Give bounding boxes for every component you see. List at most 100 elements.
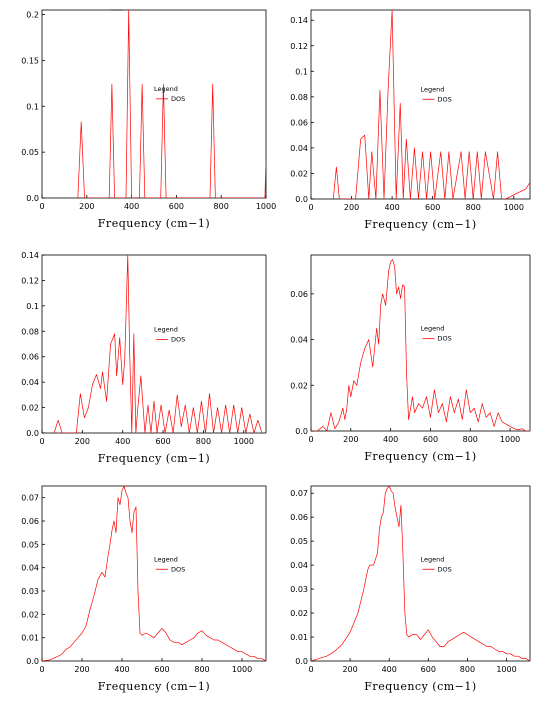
series-line-dos <box>77 9 266 198</box>
y-tick-label: 0.0 <box>295 657 308 666</box>
series-line-dos <box>42 485 266 661</box>
x-tick-label: 600 <box>421 665 436 674</box>
x-axis-label: Frequency (cm−1) <box>98 680 210 693</box>
y-tick-label: 0.06 <box>290 513 308 522</box>
plot-frame <box>310 485 531 662</box>
x-axis-label: Frequency (cm−1) <box>364 218 476 231</box>
legend-entry: DOS <box>171 565 185 573</box>
x-tick-label: 1000 <box>500 435 520 444</box>
y-tick-label: 0.05 <box>290 537 308 546</box>
y-tick-label: 0.05 <box>21 540 39 549</box>
legend: Legend DOS <box>154 555 185 573</box>
y-tick-label: 0.06 <box>21 353 39 362</box>
y-tick-label: 0.0 <box>26 657 39 666</box>
plot-frame <box>41 485 267 662</box>
legend: Legend DOS <box>154 326 185 344</box>
chart-panel-top-left: 0 200 400 600 800 1000 0.0 0.05 0.1 0.15 0.2 Freque… <box>21 9 276 230</box>
y-tick-label: 0.0 <box>295 427 308 436</box>
legend-title: Legend <box>154 555 178 563</box>
legend: Legend DOS <box>154 85 185 103</box>
x-tick-label: 0 <box>308 665 313 674</box>
y-tick-label: 0.04 <box>290 144 308 153</box>
y-tick-label: 0.15 <box>21 56 39 65</box>
legend-entry: DOS <box>171 336 185 344</box>
y-tick-label: 0.04 <box>290 561 308 570</box>
y-tick-label: 0.04 <box>21 378 39 387</box>
y-tick-label: 0.12 <box>290 42 308 51</box>
x-tick-label: 400 <box>114 665 129 674</box>
x-tick-label: 200 <box>344 203 359 212</box>
x-tick-label: 400 <box>384 203 399 212</box>
x-tick-label: 600 <box>155 437 170 446</box>
x-tick-label: 600 <box>169 202 184 211</box>
x-tick-label: 600 <box>423 435 438 444</box>
x-tick-label: 400 <box>382 665 397 674</box>
chart-panel-bottom-right: 0 200 400 600 800 1000 0.0 0.01 0.02 0.03 0.04 0.05… <box>290 485 531 693</box>
x-tick-label: 200 <box>79 202 94 211</box>
y-tick-label: 0.1 <box>295 67 308 76</box>
y-tick-label: 0.0 <box>295 195 308 204</box>
y-tick-label: 0.12 <box>21 276 39 285</box>
y-tick-label: 0.02 <box>290 169 308 178</box>
y-tick-label: 0.01 <box>290 633 308 642</box>
y-tick-label: 0.01 <box>21 634 39 643</box>
x-tick-label: 0 <box>39 437 44 446</box>
y-tick-label: 0.05 <box>21 148 39 157</box>
y-tick-label: 0.07 <box>290 489 308 498</box>
x-axis-label: Frequency (cm−1) <box>98 452 210 465</box>
chart-panel-bottom-left: 0 200 400 600 800 1000 0.0 0.01 0.02 0.03 0.04 0.05… <box>21 485 267 693</box>
legend-entry: DOS <box>438 95 452 103</box>
plot-frame <box>41 254 267 434</box>
chart-panel-top-right: 0 200 400 600 800 1000 0.0 0.02 0.04 0.06 0.08 0.1 0… <box>290 9 531 231</box>
x-tick-label: 400 <box>124 202 139 211</box>
y-tick-label: 0.14 <box>21 251 39 260</box>
series-line-dos <box>311 485 530 661</box>
y-tick-label: 0.03 <box>290 585 308 594</box>
x-tick-label: 800 <box>194 665 209 674</box>
chart-panel-middle-right: 0 200 400 600 800 1000 0.0 0.02 0.04 0.06 Frequenc… <box>290 254 531 463</box>
legend-title: Legend <box>421 325 445 333</box>
y-tick-label: 0.0 <box>26 194 39 203</box>
y-tick-label: 0.1 <box>26 302 39 311</box>
x-tick-label: 1000 <box>496 665 516 674</box>
x-tick-label: 1000 <box>504 203 524 212</box>
x-axis-label: Frequency (cm−1) <box>364 450 476 463</box>
x-tick-label: 200 <box>342 665 357 674</box>
x-tick-label: 600 <box>154 665 169 674</box>
y-tick-label: 0.03 <box>21 587 39 596</box>
x-tick-label: 0 <box>308 435 313 444</box>
series-line-dos <box>311 259 530 431</box>
y-tick-label: 0.08 <box>21 327 39 336</box>
x-tick-label: 200 <box>343 435 358 444</box>
legend: Legend DOS <box>421 555 452 573</box>
x-tick-label: 1000 <box>256 202 276 211</box>
y-tick-label: 0.0 <box>26 429 39 438</box>
legend-title: Legend <box>154 326 178 334</box>
legend-entry: DOS <box>438 565 452 573</box>
plot-frame <box>310 254 531 432</box>
y-tick-label: 0.02 <box>21 610 39 619</box>
x-tick-label: 800 <box>196 437 211 446</box>
y-tick-label: 0.06 <box>290 290 308 299</box>
y-tick-label: 0.08 <box>290 93 308 102</box>
y-tick-label: 0.14 <box>290 16 308 25</box>
x-axis-label: Frequency (cm−1) <box>98 217 210 230</box>
plot-frame <box>310 9 531 200</box>
x-tick-label: 800 <box>466 203 481 212</box>
legend-title: Legend <box>421 85 445 93</box>
x-tick-label: 1000 <box>234 437 254 446</box>
x-tick-label: 200 <box>75 437 90 446</box>
y-tick-label: 0.04 <box>21 564 39 573</box>
y-tick-label: 0.07 <box>21 494 39 503</box>
x-tick-label: 800 <box>214 202 229 211</box>
y-tick-label: 0.02 <box>21 404 39 413</box>
y-tick-label: 0.02 <box>290 609 308 618</box>
y-tick-label: 0.1 <box>26 102 39 111</box>
x-tick-label: 0 <box>39 665 44 674</box>
legend-entry: DOS <box>438 335 452 343</box>
x-tick-label: 0 <box>39 202 44 211</box>
x-tick-label: 600 <box>425 203 440 212</box>
series-line-dos <box>332 9 530 199</box>
